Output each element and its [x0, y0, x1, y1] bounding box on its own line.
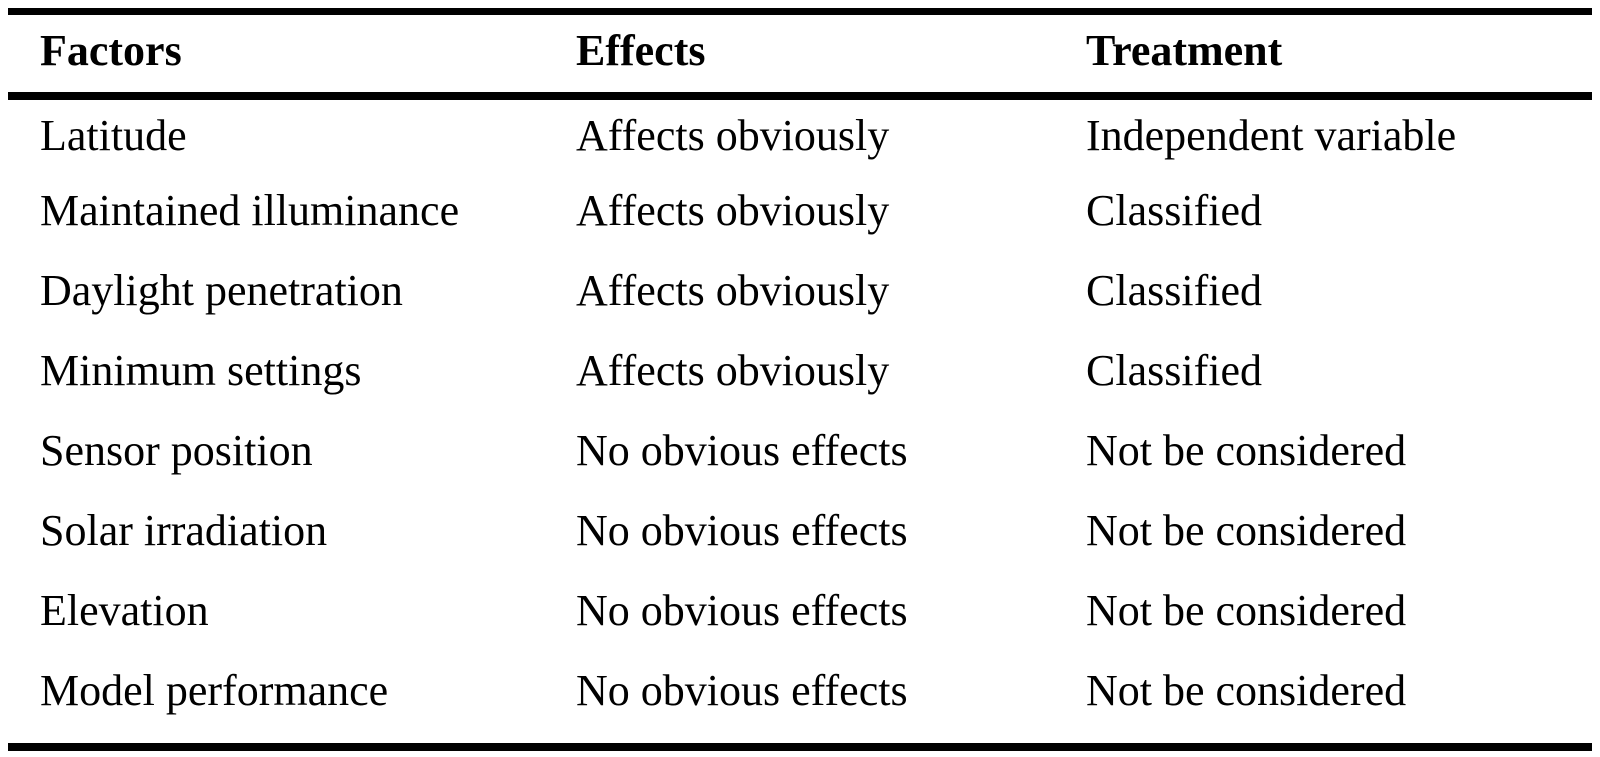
- cell-treatment: Not be considered: [1086, 585, 1407, 635]
- table-bottom-rule: [8, 743, 1592, 751]
- header-treatment: Treatment: [1086, 26, 1283, 75]
- cell-treatment: Classified: [1086, 185, 1262, 235]
- table-row: Minimum settings Affects obviously Class…: [8, 330, 1592, 410]
- cell-factor: Model performance: [40, 665, 389, 715]
- cell-treatment: Not be considered: [1086, 665, 1407, 715]
- cell-effect: No obvious effects: [576, 665, 908, 715]
- cell-effect: No obvious effects: [576, 505, 908, 555]
- cell-treatment: Classified: [1086, 265, 1262, 315]
- cell-treatment: Not be considered: [1086, 505, 1407, 555]
- data-table: Factors Effects Treatment Latitude Affec…: [8, 8, 1592, 730]
- cell-treatment: Classified: [1086, 345, 1262, 395]
- table-header-row: Factors Effects Treatment: [8, 8, 1592, 86]
- table-row: Maintained illuminance Affects obviously…: [8, 170, 1592, 250]
- table-row: Latitude Affects obviously Independent v…: [8, 100, 1592, 170]
- table-header-rule: [8, 92, 1592, 100]
- cell-factor: Daylight penetration: [40, 265, 403, 315]
- table-row: Solar irradiation No obvious effects Not…: [8, 490, 1592, 570]
- cell-treatment: Independent variable: [1086, 110, 1457, 160]
- cell-factor: Elevation: [40, 585, 209, 635]
- cell-effect: Affects obviously: [576, 185, 890, 235]
- table-row: Sensor position No obvious effects Not b…: [8, 410, 1592, 490]
- cell-effect: Affects obviously: [576, 345, 890, 395]
- table-row: Elevation No obvious effects Not be cons…: [8, 570, 1592, 650]
- cell-factor: Latitude: [40, 110, 187, 160]
- cell-factor: Sensor position: [40, 425, 313, 475]
- factors-table: Factors Effects Treatment Latitude Affec…: [8, 8, 1592, 751]
- header-factors: Factors: [40, 26, 182, 75]
- cell-factor: Maintained illuminance: [40, 185, 460, 235]
- table-row: Daylight penetration Affects obviously C…: [8, 250, 1592, 330]
- header-effects: Effects: [576, 26, 706, 75]
- cell-treatment: Not be considered: [1086, 425, 1407, 475]
- cell-factor: Minimum settings: [40, 345, 362, 395]
- cell-effect: No obvious effects: [576, 425, 908, 475]
- cell-factor: Solar irradiation: [40, 505, 328, 555]
- table-top-rule: [8, 8, 1592, 15]
- cell-effect: Affects obviously: [576, 110, 890, 160]
- cell-effect: Affects obviously: [576, 265, 890, 315]
- cell-effect: No obvious effects: [576, 585, 908, 635]
- table-row: Model performance No obvious effects Not…: [8, 650, 1592, 730]
